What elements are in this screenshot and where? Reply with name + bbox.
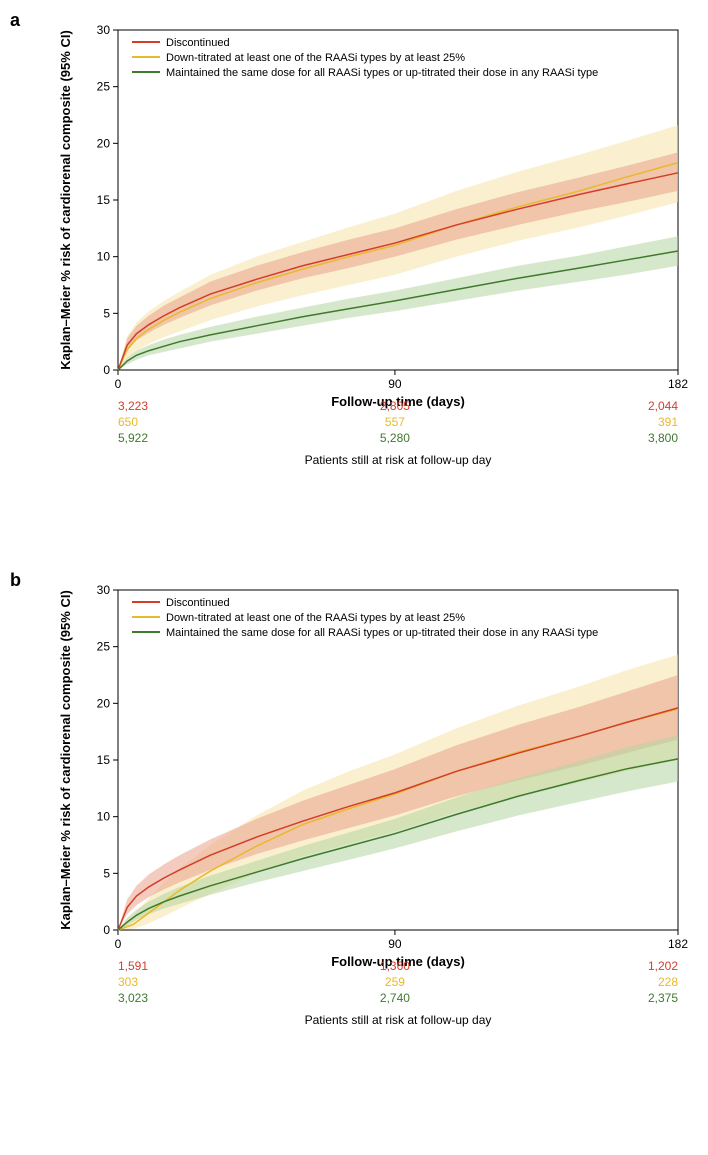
svg-text:3,800: 3,800 xyxy=(648,431,678,445)
svg-text:5,280: 5,280 xyxy=(380,431,410,445)
panel-a-label: a xyxy=(10,10,20,31)
svg-text:303: 303 xyxy=(118,975,138,989)
svg-text:182: 182 xyxy=(668,937,688,951)
svg-text:Discontinued: Discontinued xyxy=(166,597,230,609)
svg-text:1,591: 1,591 xyxy=(118,959,148,973)
svg-text:Patients still at risk at foll: Patients still at risk at follow-up day xyxy=(305,1013,492,1027)
svg-text:182: 182 xyxy=(668,377,688,391)
panel-b-label: b xyxy=(10,570,21,591)
svg-text:15: 15 xyxy=(97,753,111,767)
svg-text:25: 25 xyxy=(97,640,111,654)
svg-text:20: 20 xyxy=(97,696,111,710)
panel-a: a 051015202530090182Follow-up time (days… xyxy=(10,10,698,550)
svg-text:30: 30 xyxy=(97,23,111,37)
svg-text:557: 557 xyxy=(385,415,405,429)
km-chart-a: 051015202530090182Follow-up time (days)K… xyxy=(40,10,700,550)
svg-text:20: 20 xyxy=(97,136,111,150)
svg-text:259: 259 xyxy=(385,975,405,989)
svg-text:2,375: 2,375 xyxy=(648,991,678,1005)
svg-text:0: 0 xyxy=(103,363,110,377)
panel-b-chart: 051015202530090182Follow-up time (days)K… xyxy=(40,570,698,1110)
svg-text:25: 25 xyxy=(97,80,111,94)
svg-text:5: 5 xyxy=(103,306,110,320)
svg-text:2,740: 2,740 xyxy=(380,991,410,1005)
svg-text:Down-titrated at least one of: Down-titrated at least one of the RAASi … xyxy=(166,612,465,624)
svg-text:10: 10 xyxy=(97,250,111,264)
svg-text:Discontinued: Discontinued xyxy=(166,37,230,49)
km-chart-b: 051015202530090182Follow-up time (days)K… xyxy=(40,570,700,1110)
svg-text:2,044: 2,044 xyxy=(648,399,678,413)
svg-text:5,922: 5,922 xyxy=(118,431,148,445)
svg-text:650: 650 xyxy=(118,415,138,429)
svg-text:0: 0 xyxy=(103,923,110,937)
svg-text:228: 228 xyxy=(658,975,678,989)
svg-text:Patients still at risk at foll: Patients still at risk at follow-up day xyxy=(305,453,492,467)
svg-text:90: 90 xyxy=(388,937,402,951)
svg-text:90: 90 xyxy=(388,377,402,391)
svg-text:0: 0 xyxy=(115,377,122,391)
svg-text:Maintained the same dose for a: Maintained the same dose for all RAASi t… xyxy=(166,67,598,79)
svg-text:0: 0 xyxy=(115,937,122,951)
svg-text:Maintained the same dose for a: Maintained the same dose for all RAASi t… xyxy=(166,627,598,639)
svg-text:391: 391 xyxy=(658,415,678,429)
svg-text:5: 5 xyxy=(103,866,110,880)
svg-text:1,202: 1,202 xyxy=(648,959,678,973)
svg-text:2,805: 2,805 xyxy=(380,399,410,413)
svg-text:Down-titrated at least one of: Down-titrated at least one of the RAASi … xyxy=(166,52,465,64)
panel-a-chart: 051015202530090182Follow-up time (days)K… xyxy=(40,10,698,550)
svg-text:10: 10 xyxy=(97,810,111,824)
svg-text:1,360: 1,360 xyxy=(380,959,410,973)
svg-text:Kaplan–Meier % risk of cardior: Kaplan–Meier % risk of cardiorenal compo… xyxy=(58,590,73,930)
svg-text:3,223: 3,223 xyxy=(118,399,148,413)
svg-text:30: 30 xyxy=(97,583,111,597)
svg-text:3,023: 3,023 xyxy=(118,991,148,1005)
svg-text:Kaplan–Meier % risk of cardior: Kaplan–Meier % risk of cardiorenal compo… xyxy=(58,30,73,370)
svg-text:15: 15 xyxy=(97,193,111,207)
panel-b: b 051015202530090182Follow-up time (days… xyxy=(10,570,698,1110)
